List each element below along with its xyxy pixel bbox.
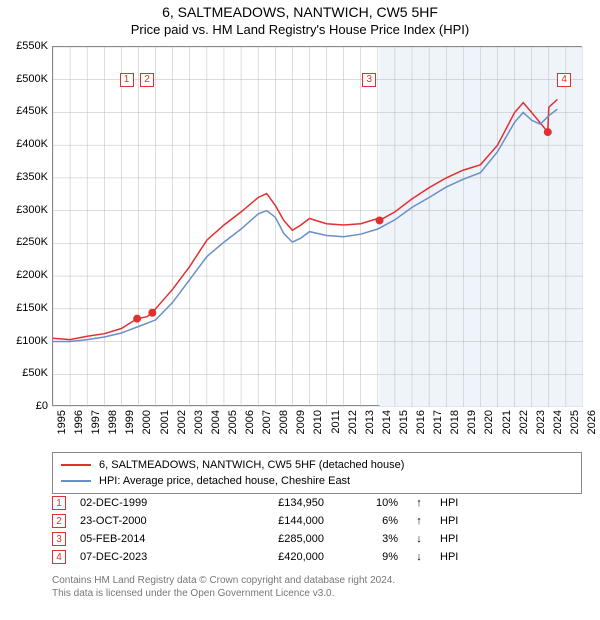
y-axis-label: £450K: [2, 105, 48, 117]
x-axis-label: 2020: [483, 410, 495, 434]
y-axis-label: £100K: [2, 335, 48, 347]
sale-suffix: HPI: [440, 515, 470, 527]
x-axis-label: 2008: [278, 410, 290, 434]
legend-label: 6, SALTMEADOWS, NANTWICH, CW5 5HF (detac…: [99, 459, 404, 471]
y-axis-label: £50K: [2, 367, 48, 379]
legend-swatch: [61, 464, 91, 466]
y-axis-label: £150K: [2, 302, 48, 314]
x-axis-label: 2021: [501, 410, 513, 434]
sale-date: 23-OCT-2000: [80, 515, 200, 527]
table-row: 2 23-OCT-2000 £144,000 6% ↑ HPI: [52, 512, 582, 530]
x-axis-label: 1996: [73, 410, 85, 434]
sale-suffix: HPI: [440, 551, 470, 563]
x-axis-label: 2012: [347, 410, 359, 434]
legend-label: HPI: Average price, detached house, Ches…: [99, 475, 350, 487]
arrow-icon: ↑: [412, 497, 426, 509]
x-axis-label: 2024: [552, 410, 564, 434]
arrow-icon: ↑: [412, 515, 426, 527]
sale-suffix: HPI: [440, 533, 470, 545]
y-axis-label: £200K: [2, 269, 48, 281]
sale-suffix: HPI: [440, 497, 470, 509]
sale-date: 07-DEC-2023: [80, 551, 200, 563]
sale-date: 05-FEB-2014: [80, 533, 200, 545]
x-axis-label: 2006: [244, 410, 256, 434]
y-axis-label: £300K: [2, 204, 48, 216]
x-axis-label: 1999: [124, 410, 136, 434]
x-axis-label: 2019: [466, 410, 478, 434]
sale-marker: 2: [52, 514, 66, 528]
table-row: 4 07-DEC-2023 £420,000 9% ↓ HPI: [52, 548, 582, 566]
sales-table: 1 02-DEC-1999 £134,950 10% ↑ HPI 2 23-OCT-2000 £…: [52, 494, 582, 566]
arrow-icon: ↓: [412, 551, 426, 563]
x-axis-label: 2016: [415, 410, 427, 434]
sale-pct: 3%: [338, 533, 398, 545]
x-axis-label: 2017: [432, 410, 444, 434]
x-axis-label: 2026: [586, 410, 598, 434]
sale-pct: 6%: [338, 515, 398, 527]
sale-price: £144,000: [214, 515, 324, 527]
chart-plot-area: 12 3 4: [52, 46, 582, 406]
x-axis-label: 1997: [90, 410, 102, 434]
legend-item: HPI: Average price, detached house, Ches…: [61, 473, 573, 489]
y-axis-label: £250K: [2, 236, 48, 248]
page-subtitle: Price paid vs. HM Land Registry's House …: [0, 22, 600, 37]
x-axis-label: 2004: [210, 410, 222, 434]
sale-marker: 3: [362, 73, 376, 87]
x-axis-label: 2018: [449, 410, 461, 434]
page-title: 6, SALTMEADOWS, NANTWICH, CW5 5HF: [0, 4, 600, 20]
arrow-icon: ↓: [412, 533, 426, 545]
y-axis-label: £550K: [2, 40, 48, 52]
x-axis-label: 2010: [312, 410, 324, 434]
sale-marker: 1: [120, 73, 134, 87]
x-axis-label: 2007: [261, 410, 273, 434]
x-axis-label: 2014: [381, 410, 393, 434]
x-axis-label: 2009: [295, 410, 307, 434]
chart-svg: [53, 47, 583, 407]
legend-swatch: [61, 480, 91, 482]
sale-marker: 3: [52, 532, 66, 546]
y-axis-label: £500K: [2, 73, 48, 85]
sale-pct: 9%: [338, 551, 398, 563]
sale-marker: 1: [52, 496, 66, 510]
legend-item: 6, SALTMEADOWS, NANTWICH, CW5 5HF (detac…: [61, 457, 573, 473]
x-axis-label: 2013: [364, 410, 376, 434]
attribution-line: This data is licensed under the Open Gov…: [52, 587, 582, 600]
x-axis-label: 2000: [141, 410, 153, 434]
sale-price: £285,000: [214, 533, 324, 545]
table-row: 3 05-FEB-2014 £285,000 3% ↓ HPI: [52, 530, 582, 548]
sale-marker: 4: [52, 550, 66, 564]
sale-price: £420,000: [214, 551, 324, 563]
legend: 6, SALTMEADOWS, NANTWICH, CW5 5HF (detac…: [52, 452, 582, 494]
x-axis-label: 2005: [227, 410, 239, 434]
y-axis-label: £350K: [2, 171, 48, 183]
x-axis-label: 2011: [330, 410, 342, 434]
x-axis-label: 2023: [535, 410, 547, 434]
x-axis-label: 2002: [176, 410, 188, 434]
sale-marker: 4: [557, 73, 571, 87]
sale-price: £134,950: [214, 497, 324, 509]
x-axis-label: 2015: [398, 410, 410, 434]
title-block: 6, SALTMEADOWS, NANTWICH, CW5 5HF Price …: [0, 0, 600, 37]
y-axis-label: £0: [2, 400, 48, 412]
sale-date: 02-DEC-1999: [80, 497, 200, 509]
chart-container: 6, SALTMEADOWS, NANTWICH, CW5 5HF Price …: [0, 0, 600, 620]
x-axis-label: 1995: [56, 410, 68, 434]
sale-pct: 10%: [338, 497, 398, 509]
y-axis-label: £400K: [2, 138, 48, 150]
attribution-line: Contains HM Land Registry data © Crown c…: [52, 574, 582, 587]
x-axis-label: 2003: [193, 410, 205, 434]
x-axis-label: 2022: [518, 410, 530, 434]
x-axis-label: 1998: [107, 410, 119, 434]
x-axis-label: 2001: [159, 410, 171, 434]
x-axis-label: 2025: [569, 410, 581, 434]
table-row: 1 02-DEC-1999 £134,950 10% ↑ HPI: [52, 494, 582, 512]
sale-marker: 2: [140, 73, 154, 87]
attribution: Contains HM Land Registry data © Crown c…: [52, 574, 582, 600]
